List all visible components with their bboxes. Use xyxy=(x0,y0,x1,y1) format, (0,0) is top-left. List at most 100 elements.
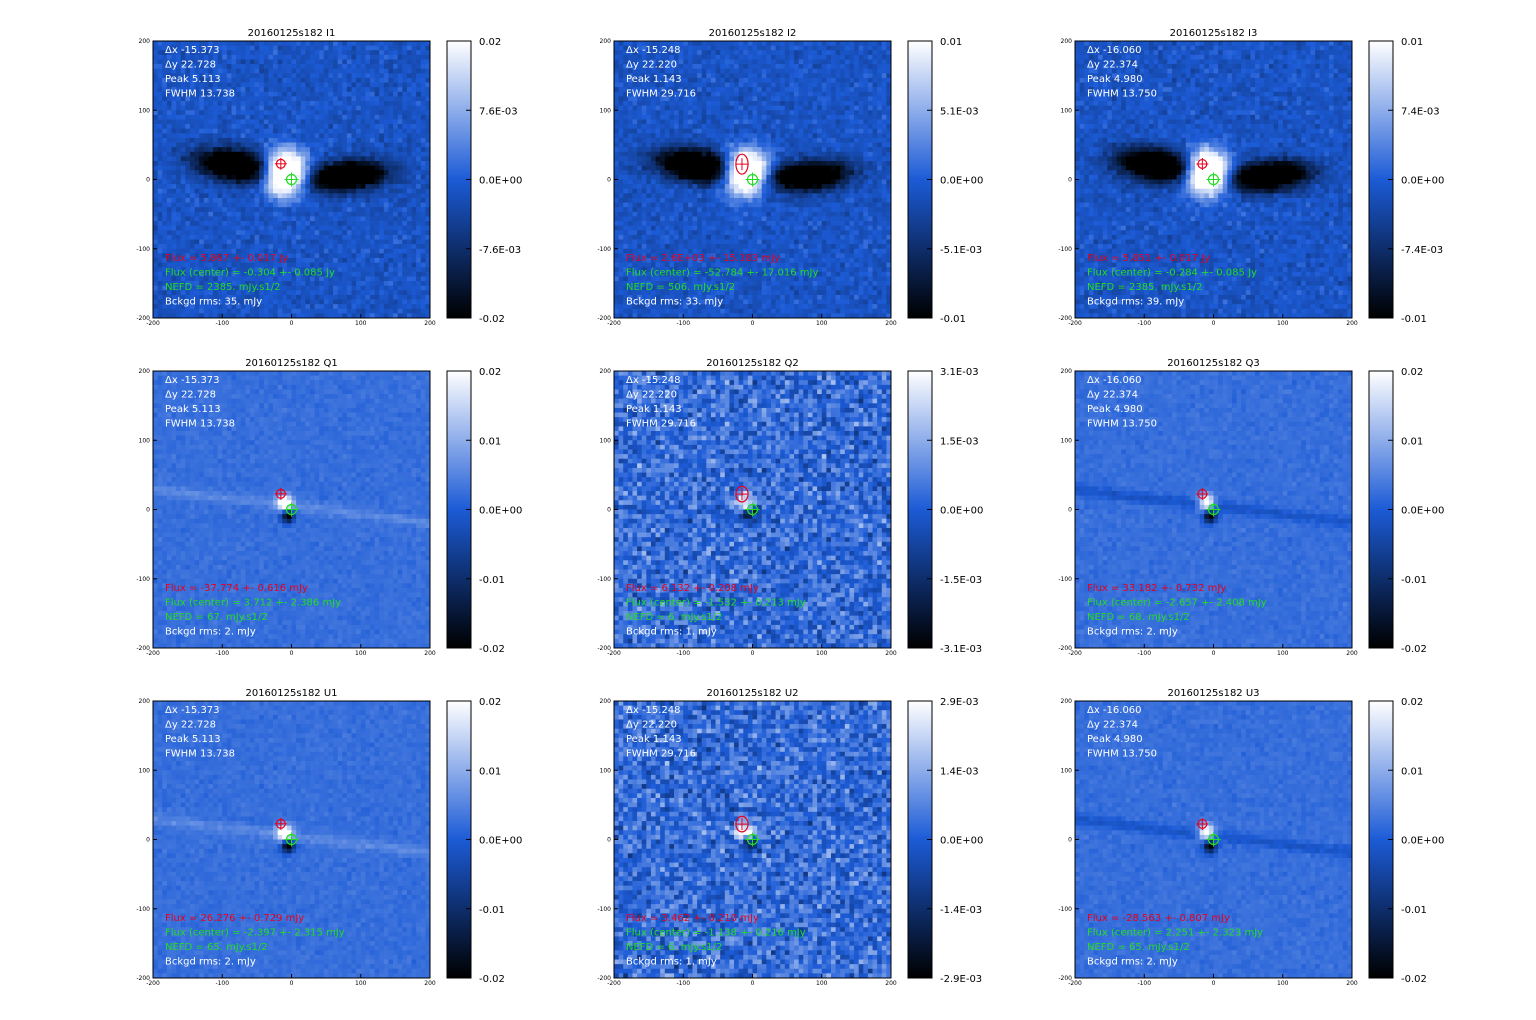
heatmap-cell xyxy=(342,59,347,64)
heatmap-cell xyxy=(402,216,407,221)
heatmap-cell xyxy=(319,286,324,291)
heatmap-cell xyxy=(282,59,287,64)
heatmap-cell xyxy=(748,55,753,60)
heatmap-cell xyxy=(278,124,283,129)
heatmap-cell xyxy=(301,166,306,171)
heatmap-cell xyxy=(259,64,264,69)
heatmap-cell xyxy=(236,129,241,134)
heatmap-cell xyxy=(199,309,204,314)
heatmap-cell xyxy=(352,244,357,249)
heatmap-cell xyxy=(333,212,338,217)
heatmap-cell xyxy=(213,161,218,166)
heatmap-cell xyxy=(158,304,163,309)
heatmap-cell xyxy=(278,41,283,46)
heatmap-cell xyxy=(310,235,315,240)
heatmap-cell xyxy=(402,64,407,69)
heatmap-cell xyxy=(352,115,357,120)
heatmap-cell xyxy=(753,41,758,46)
heatmap-cell xyxy=(734,41,739,46)
heatmap-cell xyxy=(241,41,246,46)
heatmap-cell xyxy=(356,147,361,152)
heatmap-cell xyxy=(388,235,393,240)
heatmap-cell xyxy=(301,78,306,83)
heatmap-cell xyxy=(315,101,320,106)
heatmap-cell xyxy=(231,64,236,69)
heatmap-cell xyxy=(817,69,822,74)
heatmap-cell xyxy=(208,207,213,212)
heatmap-cell xyxy=(227,59,232,64)
heatmap-cell xyxy=(375,253,380,258)
heatmap-cell xyxy=(255,129,260,134)
heatmap-cell xyxy=(296,189,301,194)
heatmap-cell xyxy=(199,189,204,194)
heatmap-cell xyxy=(352,309,357,314)
heatmap-cell xyxy=(614,73,619,78)
heatmap-cell xyxy=(384,207,389,212)
heatmap-cell xyxy=(854,46,859,51)
heatmap-cell xyxy=(245,244,250,249)
heatmap-cell xyxy=(250,96,255,101)
heatmap-cell xyxy=(218,106,223,111)
heatmap-cell xyxy=(324,249,329,254)
heatmap-cell xyxy=(278,193,283,198)
heatmap-cell xyxy=(412,203,417,208)
heatmap-cell xyxy=(213,198,218,203)
heatmap-cell xyxy=(236,41,241,46)
heatmap-cell xyxy=(412,106,417,111)
heatmap-cell xyxy=(305,110,310,115)
heatmap-cell xyxy=(831,69,836,74)
heatmap-cell xyxy=(352,295,357,300)
heatmap-cell xyxy=(412,221,417,226)
heatmap-cell xyxy=(231,110,236,115)
heatmap-cell xyxy=(370,106,375,111)
heatmap-cell xyxy=(356,300,361,305)
heatmap-cell xyxy=(683,55,688,60)
heatmap-cell xyxy=(185,198,190,203)
heatmap-cell xyxy=(338,309,343,314)
heatmap-cell xyxy=(412,309,417,314)
heatmap-cell xyxy=(264,244,269,249)
heatmap-cell xyxy=(342,286,347,291)
heatmap-cell xyxy=(352,92,357,97)
heatmap-cell xyxy=(171,170,176,175)
heatmap-cell xyxy=(854,69,859,74)
heatmap-cell xyxy=(278,87,283,92)
heatmap-cell xyxy=(255,110,260,115)
heatmap-cell xyxy=(296,83,301,88)
heatmap-cell xyxy=(338,170,343,175)
heatmap-cell xyxy=(268,41,273,46)
heatmap-cell xyxy=(412,101,417,106)
heatmap-cell xyxy=(222,152,227,157)
heatmap-cell xyxy=(167,129,172,134)
heatmap-cell xyxy=(352,138,357,143)
heatmap-cell xyxy=(315,78,320,83)
heatmap-cell xyxy=(379,272,384,277)
heatmap-cell xyxy=(370,152,375,157)
heatmap-cell xyxy=(231,161,236,166)
heatmap-cell xyxy=(384,286,389,291)
heatmap-cell xyxy=(268,230,273,235)
heatmap-cell xyxy=(158,212,163,217)
heatmap-cell xyxy=(310,138,315,143)
heatmap-cell xyxy=(412,161,417,166)
heatmap-cell xyxy=(845,64,850,69)
heatmap-cell xyxy=(347,300,352,305)
heatmap-cell xyxy=(195,115,200,120)
heatmap-cell xyxy=(245,119,250,124)
heatmap-cell xyxy=(181,138,186,143)
heatmap-cell xyxy=(227,124,232,129)
heatmap-cell xyxy=(292,147,297,152)
heatmap-cell xyxy=(273,226,278,231)
heatmap-cell xyxy=(384,258,389,263)
heatmap-cell xyxy=(412,286,417,291)
heatmap-cell xyxy=(305,170,310,175)
heatmap-cell xyxy=(245,212,250,217)
heatmap-cell xyxy=(296,304,301,309)
heatmap-cell xyxy=(273,41,278,46)
heatmap-cell xyxy=(421,226,426,231)
heatmap-cell xyxy=(162,193,167,198)
heatmap-cell xyxy=(342,87,347,92)
heatmap-cell xyxy=(153,69,158,74)
heatmap-cell xyxy=(619,46,624,51)
heatmap-cell xyxy=(218,180,223,185)
